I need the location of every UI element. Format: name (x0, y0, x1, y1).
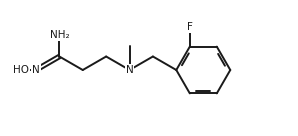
Text: HO: HO (13, 65, 29, 75)
Text: N: N (126, 65, 134, 75)
Text: F: F (187, 22, 193, 32)
Text: N: N (32, 65, 40, 75)
Text: NH₂: NH₂ (49, 30, 69, 40)
